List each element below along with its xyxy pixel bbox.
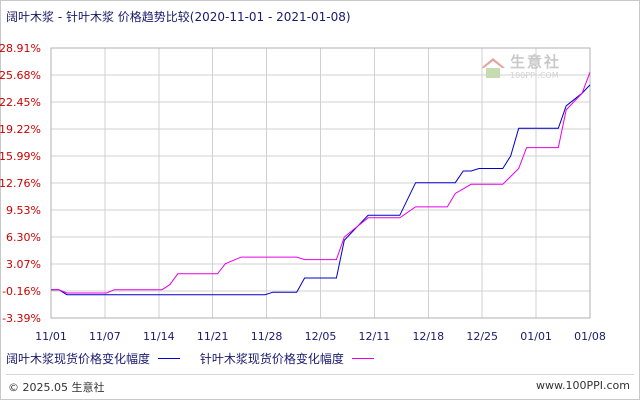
axis-layer <box>50 47 591 319</box>
y-tick-label: 3.07% <box>6 258 41 271</box>
site-link[interactable]: www.100PPI.com <box>536 379 630 392</box>
x-tick-label: 12/25 <box>466 330 498 343</box>
x-tick-label: 12/11 <box>359 330 391 343</box>
series-layer <box>51 72 591 296</box>
chart-title: 阔叶木浆 - 针叶木浆 价格趋势比较(2020-11-01 - 2021-01-… <box>6 10 351 24</box>
y-tick-label: -3.39% <box>2 312 41 325</box>
x-tick-label: 11/01 <box>35 330 67 343</box>
grid-layer <box>50 47 591 319</box>
y-tick-label: 6.30% <box>6 231 41 244</box>
legend-swatch-softwood <box>351 358 374 359</box>
y-tick-label: 25.68% <box>0 69 41 82</box>
legend: 阔叶木浆现货价格变化幅度 针叶木浆现货价格变化幅度 <box>6 350 390 367</box>
legend-label-hardwood: 阔叶木浆现货价格变化幅度 <box>6 352 151 366</box>
y-tick-labels: 28.91% 25.68% 22.45% 19.22% 15.99% 12.76% 9.53… <box>0 42 41 325</box>
x-tick-label: 01/01 <box>520 330 552 343</box>
x-tick-label: 12/05 <box>305 330 337 343</box>
legend-label-softwood: 针叶木浆现货价格变化幅度 <box>199 352 344 366</box>
legend-swatch-hardwood <box>158 358 181 359</box>
x-tick-label: 11/21 <box>197 330 229 343</box>
series-line-hardwood <box>51 84 591 296</box>
footer-divider <box>6 374 634 375</box>
legend-item-softwood: 针叶木浆现货价格变化幅度 <box>200 350 374 367</box>
plot-area-border <box>50 47 591 319</box>
house-logo-icon <box>481 57 505 78</box>
x-tick-label: 12/18 <box>412 330 444 343</box>
copyright-text: © 2025.05 生意社 <box>8 381 105 394</box>
series-line-softwood <box>51 72 591 294</box>
y-tick-label: 28.91% <box>0 42 41 55</box>
legend-item-hardwood: 阔叶木浆现货价格变化幅度 <box>6 350 181 367</box>
x-tick-label: 11/07 <box>89 330 121 343</box>
y-tick-label: 9.53% <box>6 204 41 217</box>
x-tick-label: 11/14 <box>143 330 175 343</box>
watermark-brand: 生意社 <box>510 53 562 71</box>
y-tick-label: -0.16% <box>2 285 41 298</box>
y-tick-label: 19.22% <box>0 123 41 136</box>
y-tick-label: 15.99% <box>0 150 41 163</box>
y-tick-label: 22.45% <box>0 96 41 109</box>
x-tick-label: 01/08 <box>574 330 606 343</box>
y-tick-label: 12.76% <box>0 177 41 190</box>
x-tick-labels: 11/01 11/07 11/14 11/21 11/28 12/05 12/11 12/18… <box>35 330 606 343</box>
x-tick-label: 11/28 <box>251 330 283 343</box>
